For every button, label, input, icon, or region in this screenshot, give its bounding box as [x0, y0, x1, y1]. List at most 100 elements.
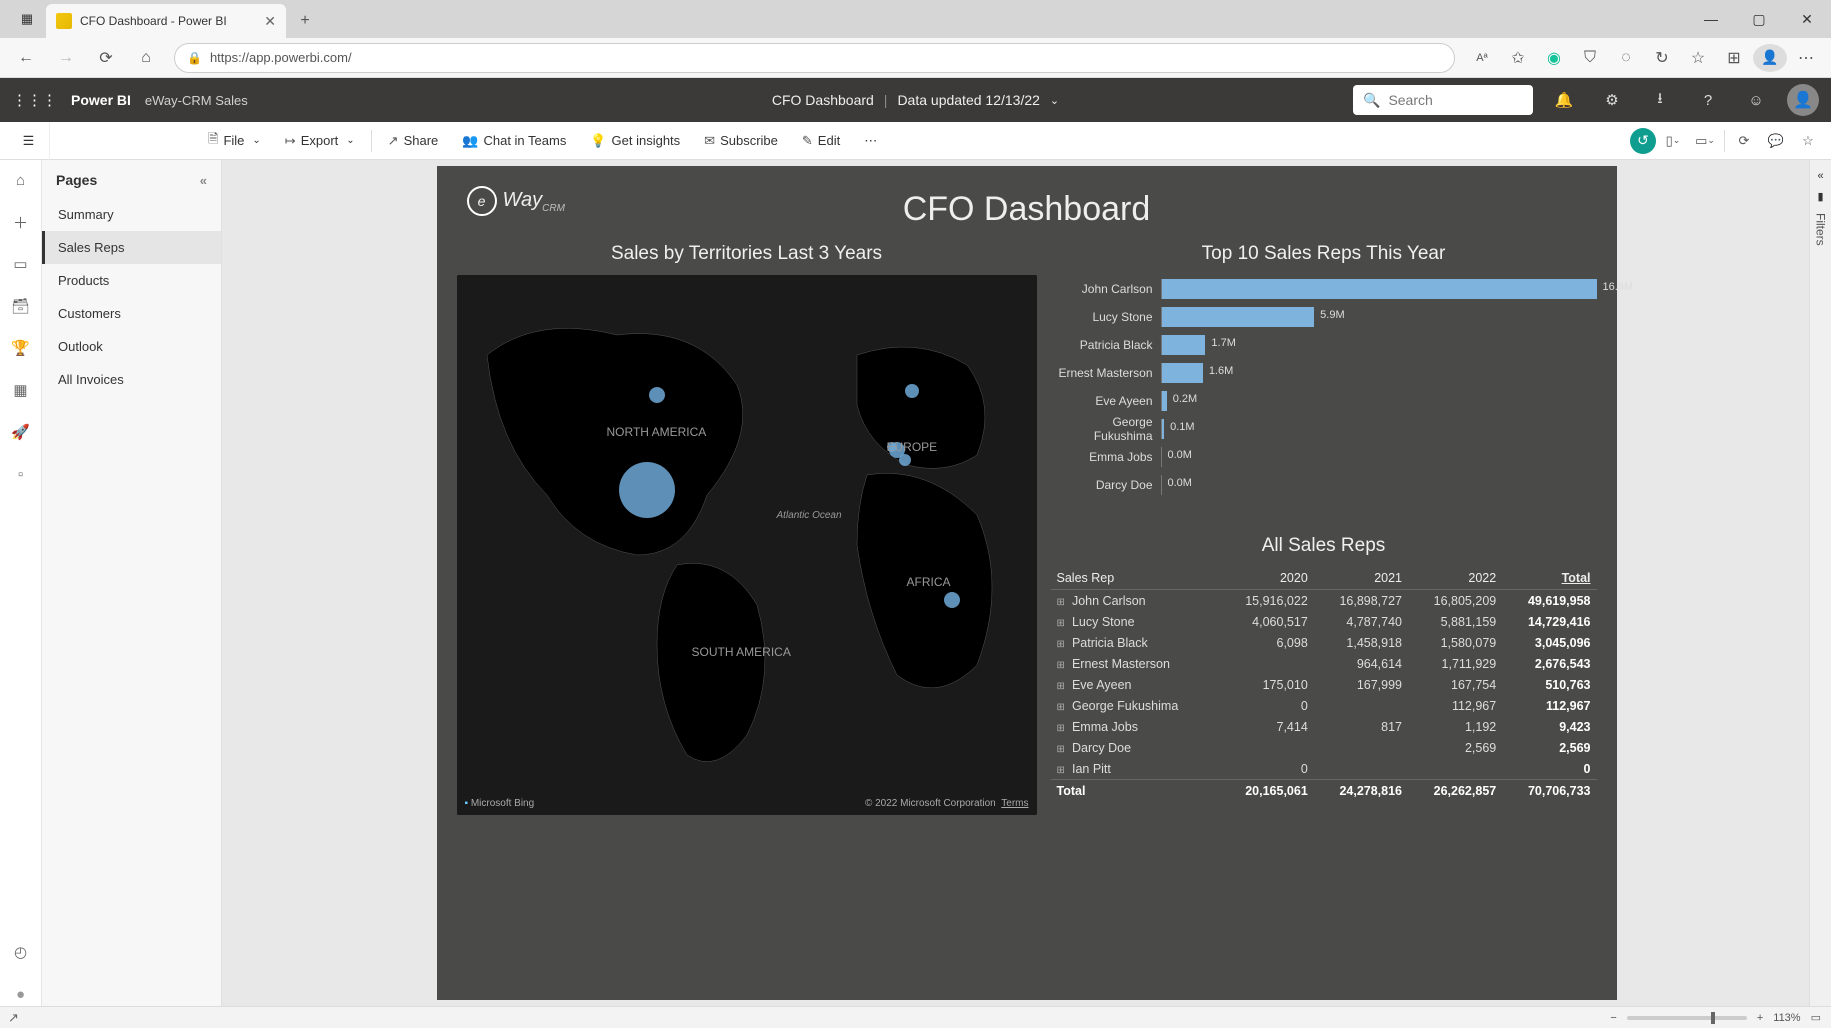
close-tab-icon[interactable]: ✕: [264, 13, 276, 30]
table-row[interactable]: ⊞ George Fukushima0112,967112,967: [1051, 695, 1597, 716]
filters-pane-collapsed[interactable]: « ▮ Filters: [1809, 160, 1831, 1006]
nav-workspaces-icon[interactable]: ◴: [6, 940, 36, 964]
map-visual[interactable]: Sales by Territories Last 3 Years NORTH …: [457, 243, 1037, 833]
page-item-products[interactable]: Products: [42, 264, 221, 297]
more-actions-icon[interactable]: ⋯: [854, 122, 887, 160]
chevron-down-icon[interactable]: ⌄: [1050, 94, 1059, 107]
table-header[interactable]: Total: [1502, 567, 1596, 590]
bookmark-icon[interactable]: ▯⌄: [1658, 126, 1688, 156]
expand-row-icon[interactable]: ⊞: [1057, 597, 1069, 608]
fit-page-icon[interactable]: ▭: [1811, 1011, 1821, 1024]
hamburger-icon[interactable]: ☰: [8, 122, 50, 160]
table-row[interactable]: ⊞ Eve Ayeen175,010167,999167,754510,763: [1051, 674, 1597, 695]
star-icon[interactable]: ☆: [1681, 42, 1715, 74]
zoom-slider[interactable]: [1627, 1016, 1747, 1020]
url-input[interactable]: 🔒 https://app.powerbi.com/: [174, 43, 1455, 73]
bar-row[interactable]: Lucy Stone5.9M: [1051, 303, 1597, 331]
table-row[interactable]: ⊞ Ernest Masterson964,6141,711,9292,676,…: [1051, 653, 1597, 674]
favorite-icon[interactable]: ☆: [1793, 126, 1823, 156]
zoom-out-button[interactable]: −: [1610, 1012, 1616, 1024]
extension-icon[interactable]: ◌: [1609, 42, 1643, 74]
table-header[interactable]: 2022: [1408, 567, 1502, 590]
table-row[interactable]: ⊞ John Carlson15,916,02216,898,72716,805…: [1051, 590, 1597, 612]
search-input[interactable]: 🔍 Search: [1353, 85, 1533, 115]
expand-row-icon[interactable]: ⊞: [1057, 744, 1069, 755]
table-header[interactable]: 2021: [1314, 567, 1408, 590]
page-item-all-invoices[interactable]: All Invoices: [42, 363, 221, 396]
map-container[interactable]: NORTH AMERICA SOUTH AMERICA EUROPE AFRIC…: [457, 275, 1037, 815]
nav-create-icon[interactable]: ＋: [6, 210, 36, 234]
bar-row[interactable]: Emma Jobs0.0M: [1051, 443, 1597, 471]
nav-home-icon[interactable]: ⌂: [6, 168, 36, 192]
user-avatar[interactable]: 👤: [1787, 84, 1819, 116]
map-bubble[interactable]: [649, 387, 665, 403]
map-bubble[interactable]: [619, 462, 675, 518]
chat-teams-button[interactable]: 👥Chat in Teams: [452, 122, 576, 160]
table-header[interactable]: 2020: [1220, 567, 1314, 590]
subscribe-button[interactable]: ✉Subscribe: [694, 122, 788, 160]
expand-filters-icon[interactable]: «: [1817, 170, 1823, 182]
bar-row[interactable]: Ernest Masterson1.6M: [1051, 359, 1597, 387]
bar-row[interactable]: John Carlson16.8M: [1051, 275, 1597, 303]
browser-tab[interactable]: CFO Dashboard - Power BI ✕: [46, 4, 286, 38]
nav-workspace-icon[interactable]: ●: [6, 982, 36, 1006]
page-item-summary[interactable]: Summary: [42, 198, 221, 231]
reset-view-button[interactable]: ↺: [1630, 128, 1656, 154]
tab-actions-icon[interactable]: ▦: [11, 3, 43, 35]
view-icon[interactable]: ▭⌄: [1690, 126, 1720, 156]
table-visual[interactable]: All Sales Reps Sales Rep202020212022Tota…: [1051, 535, 1597, 801]
help-icon[interactable]: ?: [1691, 83, 1725, 117]
nav-deploy-icon[interactable]: 🚀: [6, 420, 36, 444]
refresh-visual-icon[interactable]: ⟳: [1729, 126, 1759, 156]
expand-row-icon[interactable]: ⊞: [1057, 702, 1069, 713]
map-bubble[interactable]: [899, 454, 911, 466]
expand-row-icon[interactable]: ⊞: [1057, 723, 1069, 734]
back-button[interactable]: ←: [8, 42, 44, 74]
read-aloud-icon[interactable]: Aª: [1465, 42, 1499, 74]
page-item-sales-reps[interactable]: Sales Reps: [42, 231, 221, 264]
expand-row-icon[interactable]: ⊞: [1057, 639, 1069, 650]
table-row[interactable]: ⊞ Patricia Black6,0981,458,9181,580,0793…: [1051, 632, 1597, 653]
expand-row-icon[interactable]: ⊞: [1057, 765, 1069, 776]
minimize-button[interactable]: —: [1687, 0, 1735, 38]
page-item-outlook[interactable]: Outlook: [42, 330, 221, 363]
feedback-icon[interactable]: ☺: [1739, 83, 1773, 117]
comment-icon[interactable]: 💬: [1761, 126, 1791, 156]
table-row[interactable]: ⊞ Darcy Doe2,5692,569: [1051, 737, 1597, 758]
map-bubble[interactable]: [944, 592, 960, 608]
nav-learn-icon[interactable]: ▫: [6, 462, 36, 486]
bar-row[interactable]: Darcy Doe0.0M: [1051, 471, 1597, 499]
map-bubble[interactable]: [887, 442, 897, 452]
export-menu[interactable]: ↦Export⌄: [275, 122, 365, 160]
settings-icon[interactable]: ⚙: [1595, 83, 1629, 117]
favorites-icon[interactable]: ✩: [1501, 42, 1535, 74]
nav-datahub-icon[interactable]: 🗃: [6, 294, 36, 318]
browser-menu-icon[interactable]: ⋯: [1789, 42, 1823, 74]
profile-avatar[interactable]: 👤: [1753, 44, 1787, 72]
expand-row-icon[interactable]: ⊞: [1057, 618, 1069, 629]
edit-button[interactable]: ✎Edit: [792, 122, 850, 160]
get-insights-button[interactable]: 💡Get insights: [580, 122, 690, 160]
workspace-name[interactable]: eWay-CRM Sales: [145, 93, 248, 108]
forward-button[interactable]: →: [48, 42, 84, 74]
file-menu[interactable]: 🗎File⌄: [198, 122, 271, 160]
close-window-button[interactable]: ✕: [1783, 0, 1831, 38]
shield-icon[interactable]: ⛉: [1573, 42, 1607, 74]
table-row[interactable]: ⊞ Lucy Stone4,060,5174,787,7405,881,1591…: [1051, 611, 1597, 632]
app-launcher-icon[interactable]: ⋮⋮⋮: [12, 91, 57, 109]
share-button[interactable]: ↗Share: [378, 122, 449, 160]
zoom-in-button[interactable]: +: [1757, 1012, 1763, 1024]
table-row[interactable]: ⊞ Ian Pitt00: [1051, 758, 1597, 780]
table-row[interactable]: ⊞ Emma Jobs7,4148171,1929,423: [1051, 716, 1597, 737]
table-header[interactable]: Sales Rep: [1051, 567, 1220, 590]
page-item-customers[interactable]: Customers: [42, 297, 221, 330]
maximize-button[interactable]: ▢: [1735, 0, 1783, 38]
expand-row-icon[interactable]: ⊞: [1057, 681, 1069, 692]
sync-icon[interactable]: ↻: [1645, 42, 1679, 74]
notifications-icon[interactable]: 🔔: [1547, 83, 1581, 117]
home-button[interactable]: ⌂: [128, 42, 164, 74]
collapse-pages-icon[interactable]: «: [200, 173, 207, 188]
new-tab-button[interactable]: +: [290, 6, 320, 36]
bar-row[interactable]: George Fukushima0.1M: [1051, 415, 1597, 443]
expand-icon[interactable]: ↗: [8, 1010, 19, 1026]
